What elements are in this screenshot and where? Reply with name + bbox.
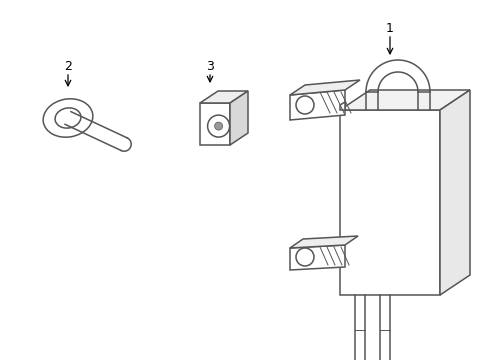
Polygon shape: [230, 91, 248, 145]
Polygon shape: [340, 102, 345, 110]
Polygon shape: [200, 103, 230, 145]
Polygon shape: [290, 80, 360, 95]
Polygon shape: [290, 236, 358, 248]
Text: 2: 2: [64, 60, 72, 73]
Circle shape: [208, 115, 230, 137]
Text: 3: 3: [206, 60, 214, 73]
Polygon shape: [290, 245, 345, 270]
Polygon shape: [200, 91, 248, 103]
Ellipse shape: [55, 108, 81, 128]
Polygon shape: [440, 90, 470, 295]
Polygon shape: [340, 90, 470, 110]
Circle shape: [215, 122, 222, 130]
Ellipse shape: [43, 99, 93, 137]
Text: 1: 1: [386, 22, 394, 35]
Polygon shape: [340, 110, 440, 295]
Polygon shape: [290, 90, 345, 120]
